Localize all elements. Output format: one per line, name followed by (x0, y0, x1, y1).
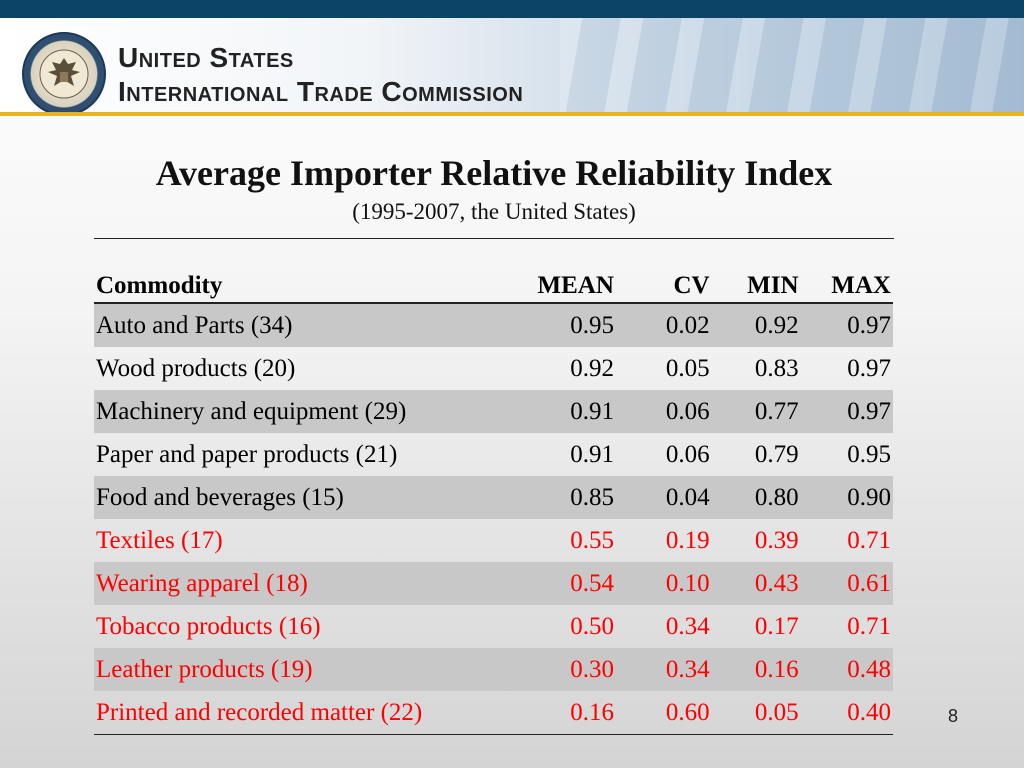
max-cell: 0.90 (800, 476, 893, 519)
cv-cell: 0.60 (615, 691, 712, 735)
max-cell: 0.48 (800, 648, 893, 691)
table-row: Wearing apparel (18) 0.54 0.10 0.43 0.61 (94, 562, 893, 605)
column-header-commodity: Commodity (94, 264, 502, 304)
min-cell: 0.83 (754, 354, 799, 382)
min-cell: 0.80 (711, 476, 801, 519)
column-header-min: MIN (711, 264, 801, 304)
max-cell: 0.97 (847, 354, 891, 382)
table-row: Leather products (19) 0.30 0.34 0.16 0.48 (94, 648, 893, 691)
table-row: Food and beverages (15) 0.85 0.04 0.80 0.90 (94, 476, 893, 519)
commodity-cell: Auto and Parts (34) (94, 303, 502, 347)
max-cell: 0.71 (847, 612, 891, 640)
min-cell: 0.77 (711, 390, 801, 433)
table-header-row: Commodity MEAN CV MIN MAX (94, 264, 893, 304)
gold-divider (0, 112, 1024, 116)
header-decoration (560, 18, 1024, 112)
mean-cell: 0.16 (501, 691, 616, 735)
min-cell: 0.39 (754, 526, 799, 554)
max-cell: 0.71 (847, 526, 891, 554)
cv-cell: 0.06 (615, 390, 712, 433)
mean-cell: 0.91 (501, 390, 616, 433)
cv-cell: 0.06 (665, 440, 710, 468)
column-header-cv: CV (615, 264, 712, 304)
max-cell: 0.97 (800, 390, 893, 433)
mean-cell: 0.95 (501, 303, 616, 347)
mean-cell: 0.54 (501, 562, 616, 605)
table-row: Printed and recorded matter (22) 0.16 0.60… (94, 691, 893, 735)
cv-cell: 0.10 (615, 562, 712, 605)
table-row: Paper and paper products (21) 0.91 0.06 0.7… (94, 433, 893, 476)
min-cell: 0.43 (711, 562, 801, 605)
min-cell: 0.17 (754, 612, 799, 640)
cv-cell: 0.19 (665, 526, 710, 554)
mean-cell: 0.30 (501, 648, 616, 691)
org-name-line1: United States (118, 42, 294, 73)
title-rule (94, 238, 894, 239)
cv-cell: 0.04 (615, 476, 712, 519)
column-header-max: MAX (800, 264, 893, 304)
commodity-cell: Leather products (19) (94, 648, 502, 691)
mean-cell: 0.85 (501, 476, 616, 519)
cv-cell: 0.34 (615, 648, 712, 691)
min-cell: 0.92 (711, 303, 801, 347)
cv-cell: 0.05 (665, 354, 710, 382)
commodity-cell: Printed and recorded matter (22) (94, 691, 502, 735)
commodity-cell: Tobacco products (16) (96, 612, 321, 640)
slide-title: Average Importer Relative Reliability In… (155, 153, 833, 193)
eagle-seal-icon (22, 32, 106, 112)
mean-cell: 0.55 (570, 526, 614, 554)
min-cell: 0.05 (711, 691, 801, 735)
mean-cell: 0.50 (570, 612, 614, 640)
commodity-cell: Textiles (17) (96, 526, 223, 554)
table-row: Wood products (20) 0.92 0.05 0.83 0.97 (94, 347, 893, 390)
reliability-table: Commodity MEAN CV MIN MAX Auto and Parts… (94, 264, 893, 735)
commodity-cell: Food and beverages (15) (94, 476, 502, 519)
org-name-line2: International Trade Commission (118, 76, 524, 107)
max-cell: 0.95 (847, 440, 891, 468)
min-cell: 0.16 (711, 648, 801, 691)
table-row: Textiles (17) 0.55 0.19 0.39 0.71 (94, 519, 893, 562)
table-row: Tobacco products (16) 0.50 0.34 0.17 0.71 (94, 605, 893, 648)
commodity-cell: Wood products (20) (96, 354, 296, 382)
slide-subtitle: (1995-2007, the United States) (352, 199, 636, 224)
cv-cell: 0.02 (615, 303, 712, 347)
header-banner: United States International Trade Commis… (0, 18, 1024, 112)
table-row: Machinery and equipment (29) 0.91 0.06 0.77… (94, 390, 893, 433)
min-cell: 0.79 (754, 440, 799, 468)
top-bar (0, 0, 1024, 18)
commodity-cell: Wearing apparel (18) (94, 562, 502, 605)
cv-cell: 0.34 (665, 612, 710, 640)
max-cell: 0.97 (800, 303, 893, 347)
mean-cell: 0.91 (570, 440, 614, 468)
page-number: 8 (948, 706, 959, 726)
table-row: Auto and Parts (34) 0.95 0.02 0.92 0.97 (94, 303, 893, 347)
column-header-mean: MEAN (501, 264, 616, 304)
max-cell: 0.40 (800, 691, 893, 735)
max-cell: 0.61 (800, 562, 893, 605)
commodity-cell: Paper and paper products (21) (96, 440, 398, 468)
commodity-cell: Machinery and equipment (29) (94, 390, 502, 433)
mean-cell: 0.92 (570, 354, 614, 382)
